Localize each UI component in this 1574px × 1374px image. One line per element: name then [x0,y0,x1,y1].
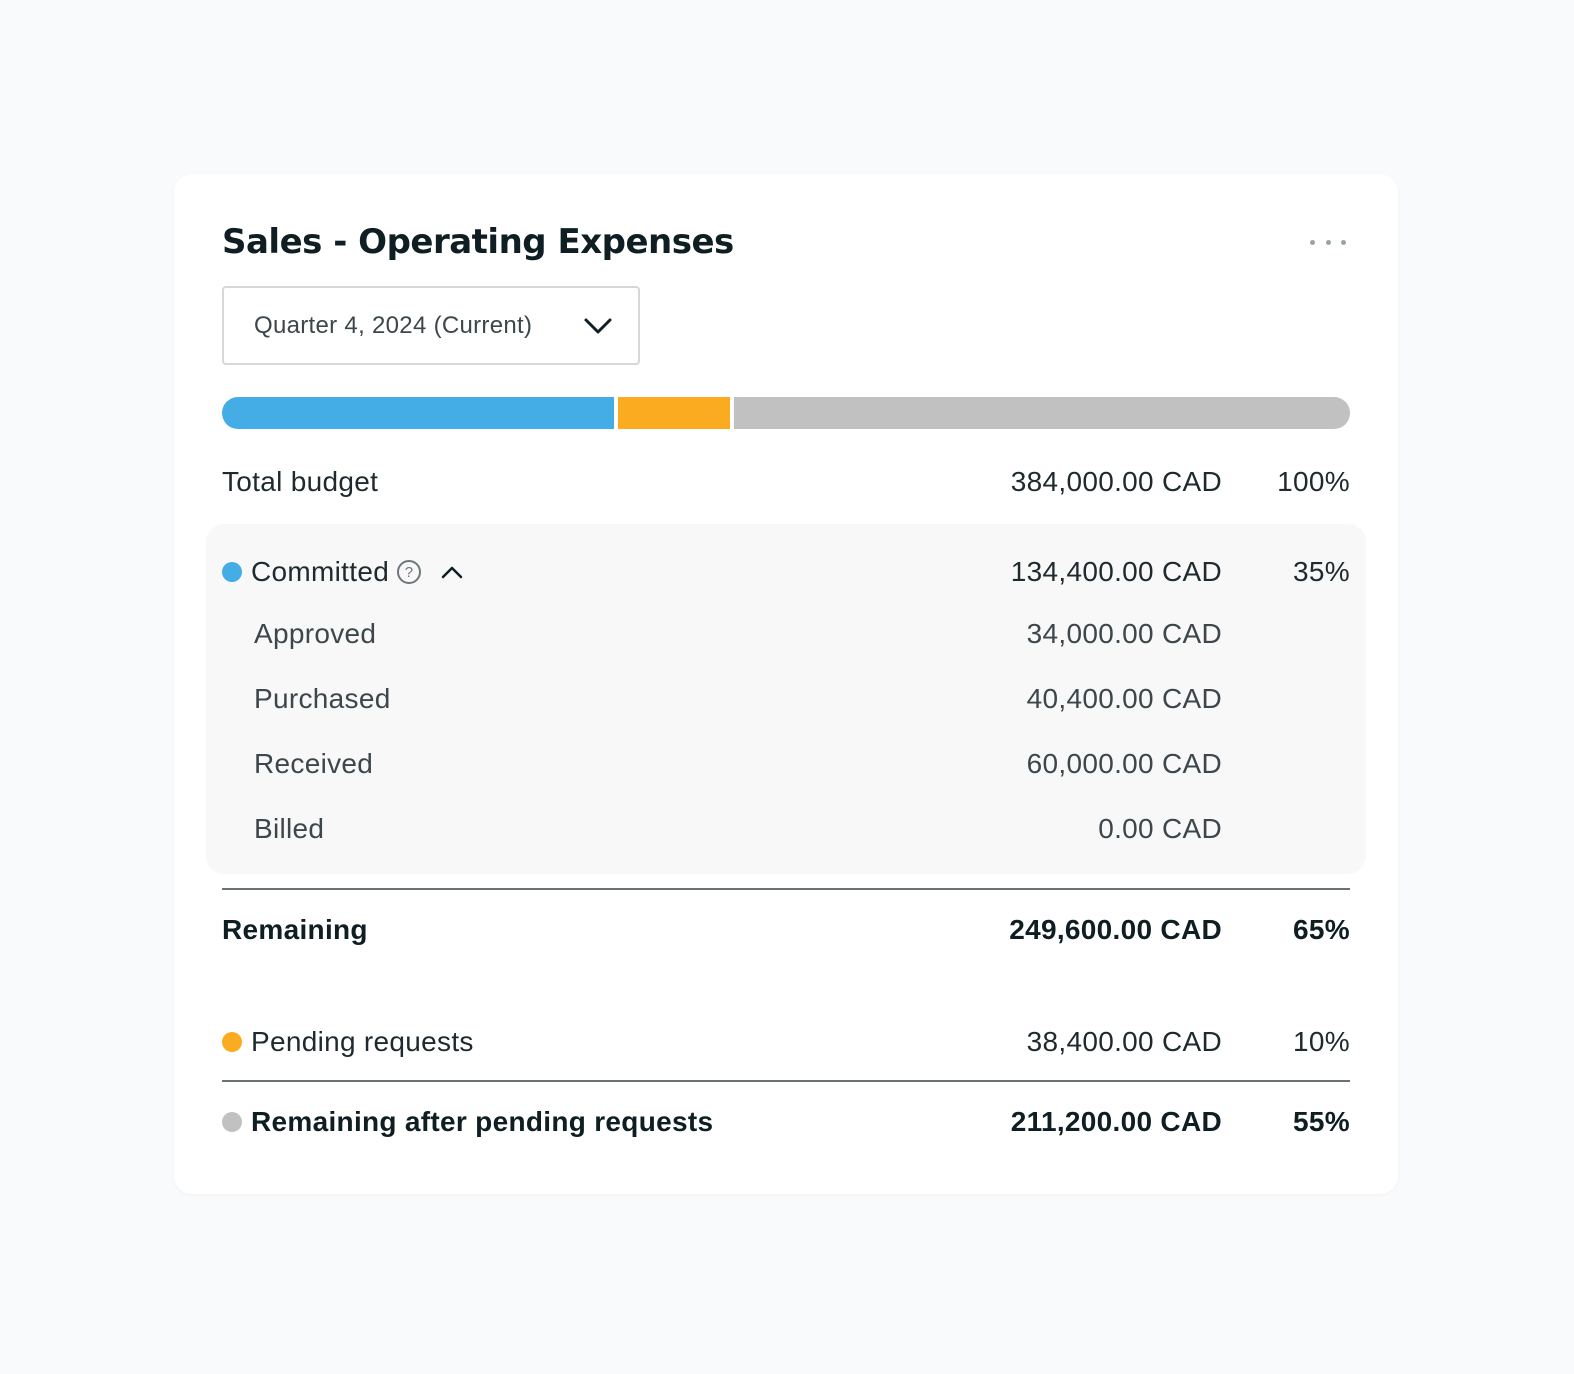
remaining-label: Remaining [222,914,368,945]
remaining-after-dot [222,1112,242,1132]
breakdown-label: Approved [254,618,377,649]
committed-percent: 35% [1293,556,1350,587]
breakdown-label: Received [254,748,374,779]
breakdown-amount: 60,000.00 CAD [1026,748,1222,779]
divider [222,888,1350,890]
remaining-after-amount: 211,200.00 CAD [1010,1106,1222,1137]
remaining-percent: 65% [1293,914,1350,945]
pending-label: Pending requests [251,1026,474,1057]
bar-segment-pending [618,397,730,429]
period-select[interactable]: Quarter 4, 2024 (Current) [222,286,640,365]
more-dot [1310,239,1315,245]
pending-percent: 10% [1293,1026,1350,1057]
card-title: Sales - Operating Expenses [222,222,734,262]
period-select-value: Quarter 4, 2024 (Current) [254,311,533,339]
budget-progress-bar [222,397,1350,429]
more-options-icon[interactable] [1310,232,1346,252]
budget-card: Sales - Operating Expenses Quarter 4, 20… [174,174,1398,1194]
committed-amount: 134,400.00 CAD [1010,556,1222,587]
breakdown-amount: 34,000.00 CAD [1026,618,1222,649]
breakdown-label: Billed [254,813,325,844]
breakdown-amount: 40,400.00 CAD [1026,683,1222,714]
bar-segment-committed [222,397,614,429]
pending-amount: 38,400.00 CAD [1026,1026,1222,1057]
total-budget-percent: 100% [1277,466,1350,497]
more-dot [1341,239,1346,245]
divider [222,1080,1350,1082]
committed-dot [222,562,242,582]
total-budget-amount: 384,000.00 CAD [1010,466,1222,497]
committed-label: Committed [251,556,390,587]
chevron-up-icon[interactable] [441,565,463,579]
chevron-down-icon [584,318,612,334]
bar-segment-remaining-after [734,397,1350,429]
breakdown-amount: 0.00 CAD [1098,813,1222,844]
more-dot [1325,239,1331,245]
committed-section [206,524,1366,874]
total-budget-label: Total budget [222,466,379,497]
help-circle-icon[interactable]: ? [397,560,422,584]
remaining-after-percent: 55% [1293,1106,1350,1137]
remaining-after-label: Remaining after pending requests [251,1106,714,1137]
pending-dot [222,1032,242,1052]
breakdown-label: Purchased [254,683,391,714]
remaining-amount: 249,600.00 CAD [1009,914,1222,945]
